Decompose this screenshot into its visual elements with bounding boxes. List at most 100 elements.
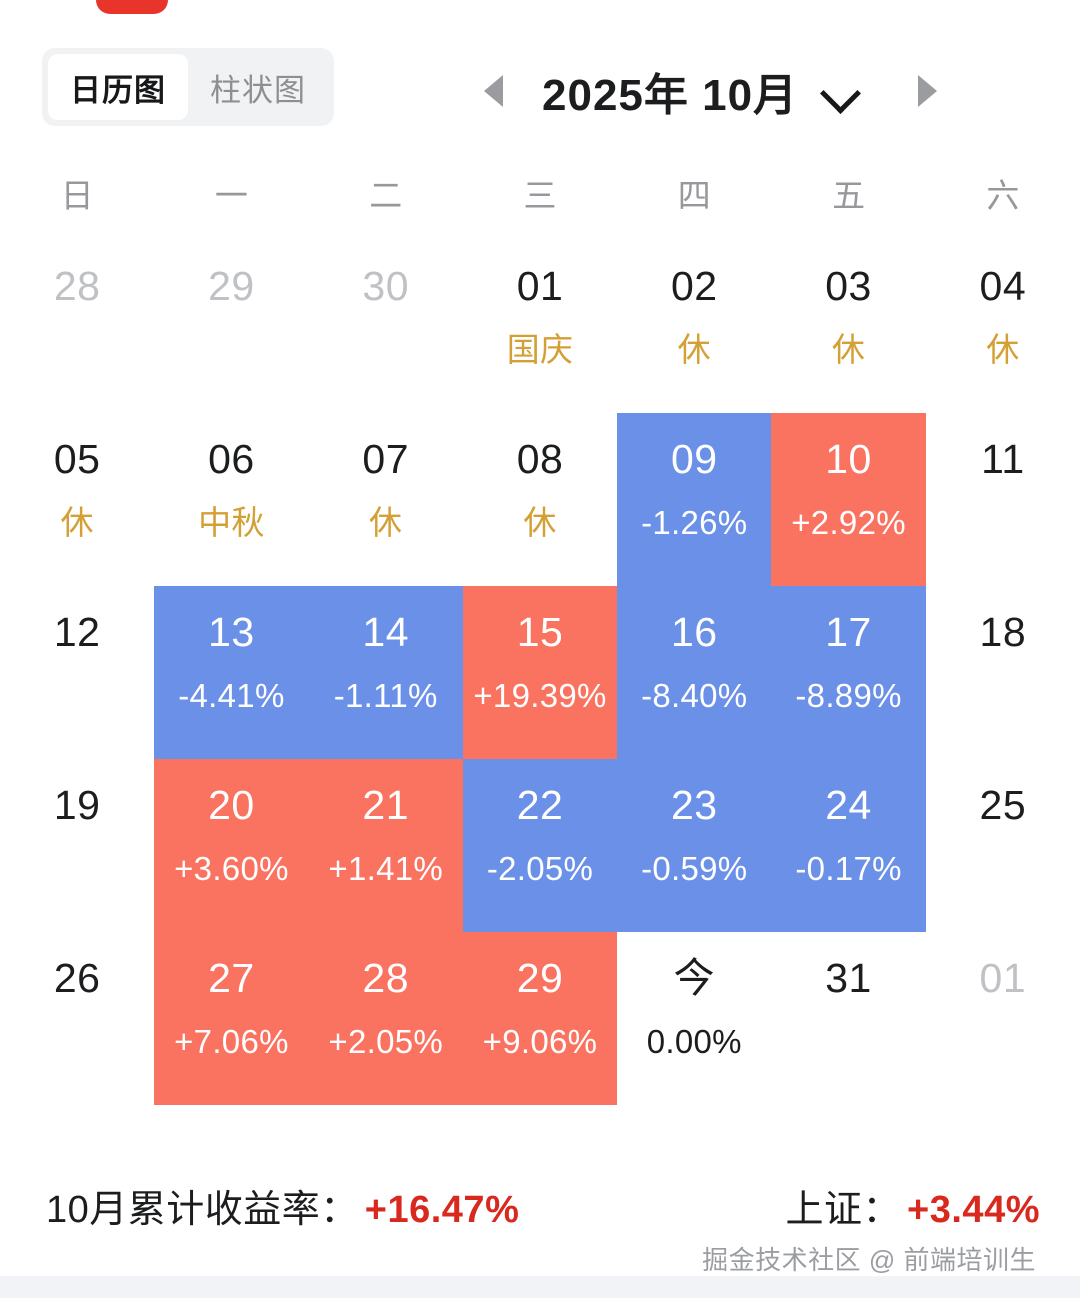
day-number: 13 [208,609,255,655]
calendar-day-cell[interactable]: 01 [926,932,1080,1105]
holiday-label: 休 [986,331,1020,368]
calendar-day-cell[interactable]: 29 +9.06% [462,932,618,1105]
day-number: 27 [208,955,255,1001]
day-number: 26 [53,955,101,1001]
calendar-day-cell[interactable]: 26 [0,932,154,1105]
calendar-day-cell[interactable]: 27 +7.06% [154,932,309,1105]
calendar-day-cell[interactable]: 04 休 [926,240,1080,413]
calendar-day-cell[interactable]: 13 -4.41% [154,586,309,759]
day-return-value: -1.26% [641,504,748,541]
weekday-fri: 五 [832,177,866,214]
day-return-value: -1.11% [333,677,438,714]
calendar-day-cell[interactable]: 28 +2.05% [308,932,463,1105]
calendar-day-cell[interactable]: 30 [309,240,463,413]
day-number: 21 [362,782,409,828]
view-mode-segmented-control[interactable]: 日历图 柱状图 [42,48,334,126]
calendar-day-cell[interactable]: 11 [926,413,1080,586]
day-number: 30 [362,263,409,309]
day-number: 03 [825,263,872,309]
day-number: 11 [981,436,1025,482]
holiday-label: 休 [677,331,711,368]
calendar-day-cell[interactable]: 02 休 [617,240,771,413]
bottom-strip [0,1276,1080,1298]
calendar-day-cell[interactable]: 31 [771,932,925,1105]
prev-month-button[interactable] [470,44,516,138]
calendar-day-cell[interactable]: 29 [154,240,308,413]
day-number: 14 [362,609,409,655]
calendar-day-cell[interactable]: 10 +2.92% [771,413,926,586]
day-number: 23 [670,782,718,828]
month-return-value: +16.47% [364,1189,520,1231]
calendar-day-cell[interactable]: 17 -8.89% [771,586,926,759]
calendar-day-cell[interactable]: 28 [0,240,154,413]
calendar-day-cell[interactable]: 14 -1.11% [308,586,463,759]
weekday-sat: 六 [986,177,1020,214]
day-number: 02 [670,263,718,309]
calendar-day-cell[interactable]: 19 [0,759,154,932]
calendar-day-cell[interactable]: 21 +1.41% [308,759,463,932]
calendar-day-cell[interactable]: 23 -0.59% [617,759,772,932]
holiday-label: 休 [60,504,94,541]
day-number: 28 [362,955,409,1001]
day-number: 15 [516,609,564,655]
month-return-summary: 10月累计收益率： +16.47% [46,1178,519,1233]
next-month-button[interactable] [904,44,950,138]
day-return-value: +9.06% [482,1023,598,1060]
day-number: 01 [979,955,1027,1001]
calendar-day-cell[interactable]: 16 -8.40% [617,586,772,759]
day-number: 20 [208,782,255,828]
chevron-down-icon[interactable] [820,71,860,111]
calendar-day-cell[interactable]: 今 0.00% [617,932,771,1105]
weekday-sun: 日 [60,177,94,214]
day-number: 22 [516,782,564,828]
day-number: 19 [53,782,101,828]
day-number: 10 [825,436,872,482]
calendar-day-cell[interactable]: 24 -0.17% [771,759,926,932]
day-number: 05 [53,436,101,482]
holiday-label: 休 [831,331,866,368]
calendar-day-cell[interactable]: 22 -2.05% [462,759,618,932]
tab-calendar-view[interactable]: 日历图 [48,54,188,120]
tab-bar-chart-view[interactable]: 柱状图 [210,72,306,108]
calendar-day-cell[interactable]: 15 +19.39% [462,586,618,759]
calendar-day-cell[interactable]: 18 [926,586,1080,759]
calendar-day-cell[interactable]: 09 -1.26% [617,413,772,586]
day-number: 18 [979,609,1027,655]
day-number: 28 [53,263,101,309]
holiday-label: 休 [369,504,403,541]
day-number: 06 [208,436,255,482]
month-navigator: 2025年 10月 [470,44,1050,138]
day-return-value: +7.06% [174,1023,289,1060]
day-return-value: -8.40% [641,677,748,714]
calendar-grid: 28 29 30 01 国庆 02 休 03 休 04 休 05 休 06 中秋 07 休 08 休 09 -1.26%… [0,240,1080,1106]
top-indicator-strip [0,0,1080,16]
calendar-day-cell[interactable]: 06 中秋 [154,413,308,586]
calendar-day-cell[interactable]: 01 国庆 [463,240,617,413]
month-title: 2025年 10月 [542,71,799,120]
watermark: 掘金技术社区 @ 前端培训生 [702,1245,1036,1275]
calendar-day-cell[interactable]: 12 [0,586,154,759]
day-return-value: 0.00% [646,1023,742,1060]
weekday-header: 日 一 二 三 四 五 六 [0,160,1080,226]
index-return-value: +3.44% [907,1189,1040,1231]
calendar-day-cell[interactable]: 03 休 [771,240,925,413]
calendar-day-cell[interactable]: 05 休 [0,413,154,586]
day-number: 今 [673,955,716,1001]
holiday-label: 国庆 [506,331,574,368]
day-return-value: +2.05% [328,1023,444,1060]
triangle-right-icon [917,75,937,107]
calendar-day-cell[interactable]: 25 [926,759,1080,932]
calendar-day-cell[interactable]: 08 休 [463,413,617,586]
weekday-mon: 一 [214,177,248,214]
day-return-value: +2.92% [791,504,906,541]
day-number: 24 [825,782,872,828]
active-tab-indicator [96,0,168,14]
calendar-day-cell[interactable]: 20 +3.60% [154,759,309,932]
day-return-value: -8.89% [795,677,902,714]
summary-footer: 10月累计收益率： +16.47% 上证： +3.44% 掘金技术社区 @ 前端… [0,1170,1080,1275]
weekday-thu: 四 [677,177,711,214]
day-number: 31 [825,955,872,1001]
calendar-day-cell[interactable]: 07 休 [309,413,463,586]
weekday-tue: 二 [369,177,403,214]
